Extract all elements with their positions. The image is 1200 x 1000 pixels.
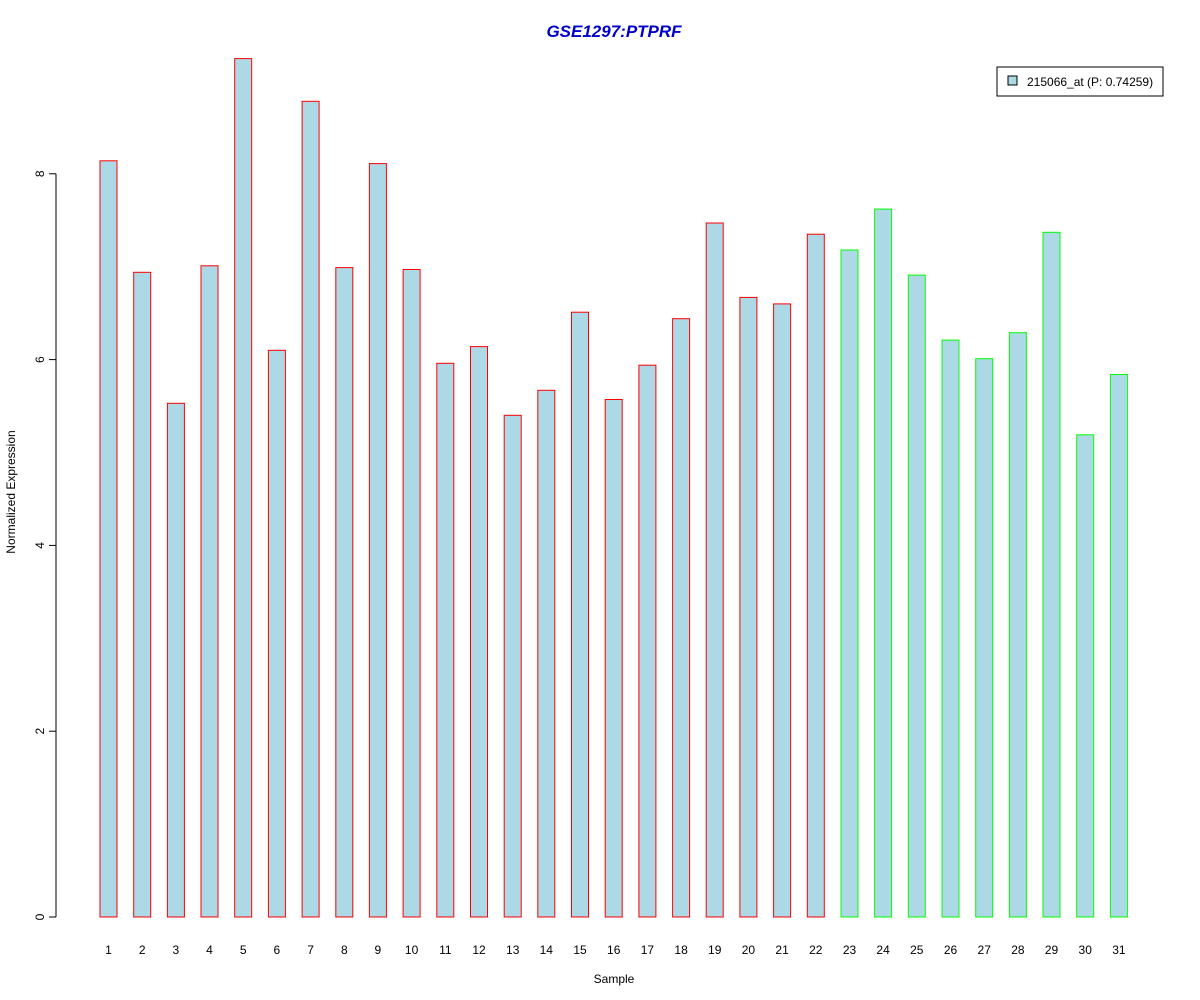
x-tick-label: 10: [405, 943, 419, 957]
bar-sample-10: [402, 269, 421, 918]
bar-sample-22: [806, 233, 825, 918]
x-tick-label: 14: [540, 943, 554, 957]
x-tick-label: 25: [910, 943, 924, 957]
bar-sample-3: [166, 402, 185, 918]
x-tick-label: 29: [1045, 943, 1059, 957]
bar-sample-14: [537, 389, 556, 918]
x-tick-label: 20: [742, 943, 756, 957]
x-tick-label: 16: [607, 943, 621, 957]
bar-sample-11: [436, 362, 455, 918]
bar-sample-27: [975, 358, 994, 918]
y-tick-label: 8: [33, 170, 47, 177]
bar-sample-2: [133, 271, 152, 918]
x-tick-label: 22: [809, 943, 823, 957]
x-tick-label: 17: [641, 943, 655, 957]
bar-sample-25: [907, 274, 926, 918]
bar-sample-16: [604, 399, 623, 918]
bar-sample-5: [234, 58, 253, 918]
x-tick-label: 4: [206, 943, 213, 957]
x-tick-label: 27: [978, 943, 992, 957]
bar-sample-7: [301, 100, 320, 918]
chart-title: GSE1297:PTPRF: [546, 22, 682, 41]
legend-swatch: [1007, 75, 1018, 86]
x-tick-label: 3: [173, 943, 180, 957]
x-tick-label: 1: [105, 943, 112, 957]
x-tick-label: 11: [439, 943, 452, 957]
x-tick-label: 12: [472, 943, 486, 957]
legend: 215066_at (P: 0.74259): [996, 66, 1164, 97]
x-tick-label: 24: [876, 943, 890, 957]
legend-box: [996, 66, 1164, 97]
x-tick-label: 31: [1112, 943, 1126, 957]
y-tick-label: 6: [33, 356, 47, 363]
y-tick-label: 2: [33, 728, 47, 735]
bar-sample-18: [672, 318, 691, 918]
bar-sample-20: [739, 296, 758, 918]
x-tick-label: 28: [1011, 943, 1025, 957]
y-axis-label: Normalized Expression: [4, 430, 18, 553]
x-tick-label: 26: [944, 943, 958, 957]
bar-sample-6: [267, 349, 286, 918]
bar-sample-8: [335, 267, 354, 918]
x-tick-label: 2: [139, 943, 146, 957]
bar-sample-17: [638, 364, 657, 918]
legend-entry: 215066_at (P: 0.74259): [1027, 75, 1153, 89]
bar-sample-21: [773, 303, 792, 918]
y-tick-label: 0: [33, 913, 47, 920]
x-tick-label: 5: [240, 943, 247, 957]
x-axis-ticks: 1 2 3 4 5 6 7 8 9 10 11 12 13 14 15 16 17 18 19 20 21 22 23 24 2…: [105, 943, 1126, 957]
x-tick-label: 15: [573, 943, 587, 957]
x-tick-label: 6: [274, 943, 281, 957]
x-axis-label: Sample: [594, 972, 635, 986]
x-tick-label: 7: [307, 943, 314, 957]
x-tick-label: 8: [341, 943, 348, 957]
bar-sample-30: [1076, 434, 1095, 918]
bar-sample-13: [503, 414, 522, 918]
bar-sample-9: [368, 163, 387, 918]
x-tick-label: 21: [775, 943, 789, 957]
y-axis: 0 2 4 6 8: [33, 170, 57, 920]
bar-sample-12: [470, 346, 488, 918]
bar-sample-24: [874, 208, 893, 918]
bar-sample-29: [1042, 231, 1061, 918]
bar-sample-28: [1008, 332, 1027, 918]
bar-sample-15: [571, 311, 589, 918]
x-tick-label: 9: [375, 943, 382, 957]
bar-sample-4: [200, 265, 219, 918]
x-tick-label: 13: [506, 943, 520, 957]
bar-sample-19: [705, 222, 724, 918]
x-tick-label: 30: [1079, 943, 1093, 957]
x-tick-label: 19: [708, 943, 722, 957]
bar-sample-31: [1109, 374, 1128, 918]
bar-sample-1: [99, 160, 118, 918]
bar-sample-26: [941, 339, 960, 918]
x-tick-label: 18: [674, 943, 688, 957]
bar-sample-23: [840, 249, 859, 918]
y-tick-label: 4: [33, 542, 47, 549]
bars: [99, 58, 1128, 918]
x-tick-label: 23: [843, 943, 857, 957]
